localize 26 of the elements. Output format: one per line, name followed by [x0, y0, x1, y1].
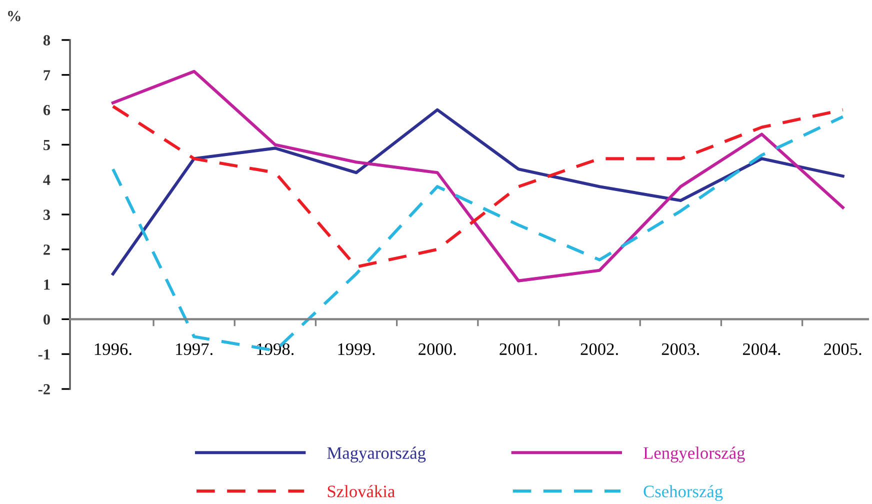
y-tick-label: 0 — [44, 314, 50, 325]
x-tick-label: 2002. — [580, 343, 618, 356]
y-tick-label: -2 — [38, 384, 50, 394]
x-tick-label: 2000. — [418, 343, 456, 356]
y-tick-label: 7 — [44, 70, 50, 80]
text: Csehország — [644, 485, 723, 501]
y-tick-label: 6 — [43, 104, 50, 116]
y-tick-label: 3 — [43, 210, 50, 220]
x-tick-label: 2003. — [662, 343, 700, 356]
text: Magyarország — [327, 446, 426, 462]
line-series — [111, 70, 844, 282]
x-tick-label: 2005. — [824, 343, 862, 356]
x-tick-label: 1997. — [176, 343, 212, 356]
x-tick-label: 1996. — [94, 343, 132, 356]
y-tick-label: 5 — [44, 140, 50, 150]
y-tick-label: 4 — [43, 174, 50, 185]
y-tick-label: -1 — [38, 349, 50, 360]
text: Szlovákia — [328, 485, 395, 498]
y-axis-title: % — [8, 10, 20, 22]
y-tick-label: 2 — [44, 244, 50, 255]
x-tick-label: 1999. — [338, 343, 375, 356]
x-tick-label: 2001. — [500, 343, 537, 356]
y-tick-label: 1 — [44, 280, 50, 290]
text: Lengyelország — [644, 446, 745, 462]
x-tick-label: 2004. — [742, 343, 780, 356]
y-tick-label: 8 — [43, 35, 50, 46]
